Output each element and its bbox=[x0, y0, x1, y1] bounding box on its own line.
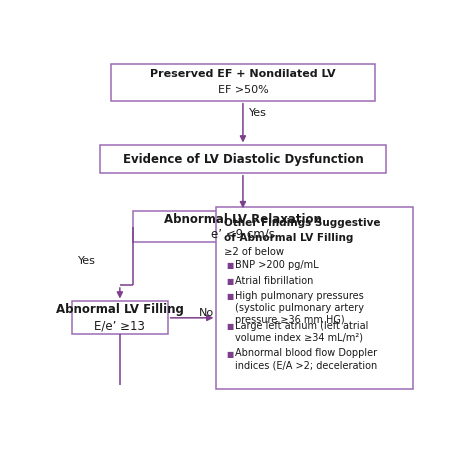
Text: Other Findings Suggestive: Other Findings Suggestive bbox=[224, 218, 381, 228]
Text: ≥2 of below: ≥2 of below bbox=[224, 247, 284, 257]
FancyBboxPatch shape bbox=[110, 64, 375, 100]
Text: BNP >200 pg/mL: BNP >200 pg/mL bbox=[236, 260, 319, 270]
Text: Abnormal LV Filling: Abnormal LV Filling bbox=[56, 303, 184, 316]
Text: e’ <9 cm/s: e’ <9 cm/s bbox=[211, 228, 275, 240]
Text: ■: ■ bbox=[226, 261, 234, 270]
Text: EF >50%: EF >50% bbox=[218, 85, 268, 95]
FancyBboxPatch shape bbox=[216, 207, 413, 389]
Text: of Abnormal LV Filling: of Abnormal LV Filling bbox=[224, 233, 354, 243]
Text: ■: ■ bbox=[226, 322, 234, 331]
Text: ■: ■ bbox=[226, 292, 234, 301]
Text: No: No bbox=[199, 308, 214, 318]
Text: High pulmonary pressures
(systolic pulmonary artery
pressure ≥36 mm HG): High pulmonary pressures (systolic pulmo… bbox=[236, 291, 365, 325]
Text: Yes: Yes bbox=[78, 256, 96, 266]
Text: Preserved EF + Nondilated LV: Preserved EF + Nondilated LV bbox=[150, 69, 336, 80]
Text: Abnormal blood flow Doppler
indices (E/A >2; deceleration: Abnormal blood flow Doppler indices (E/A… bbox=[236, 348, 378, 371]
FancyBboxPatch shape bbox=[72, 301, 168, 334]
Text: ■: ■ bbox=[226, 277, 234, 286]
FancyBboxPatch shape bbox=[133, 211, 353, 242]
Text: Abnormal LV Relaxation: Abnormal LV Relaxation bbox=[164, 213, 322, 226]
Text: Yes: Yes bbox=[249, 109, 266, 118]
Text: Evidence of LV Diastolic Dysfunction: Evidence of LV Diastolic Dysfunction bbox=[123, 153, 363, 165]
Text: Large left atrium (left atrial
volume index ≥34 mL/m²): Large left atrium (left atrial volume in… bbox=[236, 321, 369, 343]
Text: Atrial fibrillation: Atrial fibrillation bbox=[236, 275, 314, 285]
Text: ■: ■ bbox=[226, 350, 234, 359]
FancyBboxPatch shape bbox=[100, 146, 386, 173]
Text: E/e’ ≥13: E/e’ ≥13 bbox=[94, 319, 146, 332]
